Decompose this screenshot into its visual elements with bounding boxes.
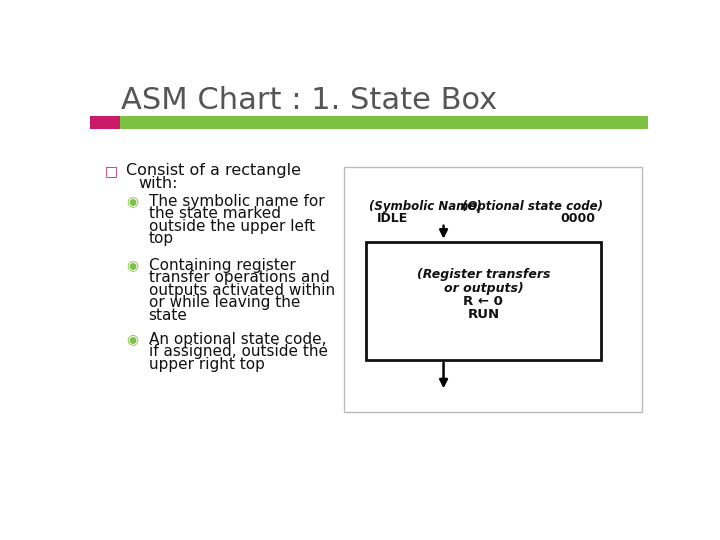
Text: ASM Chart : 1. State Box: ASM Chart : 1. State Box: [121, 86, 497, 114]
Text: The symbolic name for: The symbolic name for: [148, 194, 324, 208]
Text: (Register transfers: (Register transfers: [417, 268, 550, 281]
Bar: [120, 116, 648, 129]
Text: top: top: [148, 231, 174, 246]
Bar: [90, 116, 120, 129]
Text: state: state: [148, 308, 187, 322]
Bar: [366, 241, 600, 360]
Text: ◉: ◉: [126, 258, 138, 272]
Text: ◉: ◉: [126, 194, 138, 208]
Bar: [344, 167, 642, 412]
Text: (Symbolic Name): (Symbolic Name): [369, 200, 482, 213]
Text: if assigned, outside the: if assigned, outside the: [148, 344, 328, 359]
Text: Containing register: Containing register: [148, 258, 295, 273]
Text: □: □: [104, 164, 118, 178]
Text: R ← 0: R ← 0: [464, 295, 503, 308]
Text: or outputs): or outputs): [444, 281, 523, 294]
Text: (Optional state code): (Optional state code): [462, 200, 603, 213]
Text: IDLE: IDLE: [377, 212, 409, 225]
Text: An optional state code,: An optional state code,: [148, 332, 326, 347]
Text: outputs activated within: outputs activated within: [148, 282, 335, 298]
Text: with:: with:: [138, 176, 178, 191]
Text: 0000: 0000: [560, 212, 595, 225]
Text: RUN: RUN: [467, 308, 500, 321]
Text: upper right top: upper right top: [148, 357, 264, 372]
Text: Consist of a rectangle: Consist of a rectangle: [126, 163, 301, 178]
Text: transfer operations and: transfer operations and: [148, 270, 329, 285]
Text: outside the upper left: outside the upper left: [148, 219, 315, 234]
Text: or while leaving the: or while leaving the: [148, 295, 300, 310]
Text: ◉: ◉: [126, 332, 138, 346]
Text: the state marked: the state marked: [148, 206, 281, 221]
